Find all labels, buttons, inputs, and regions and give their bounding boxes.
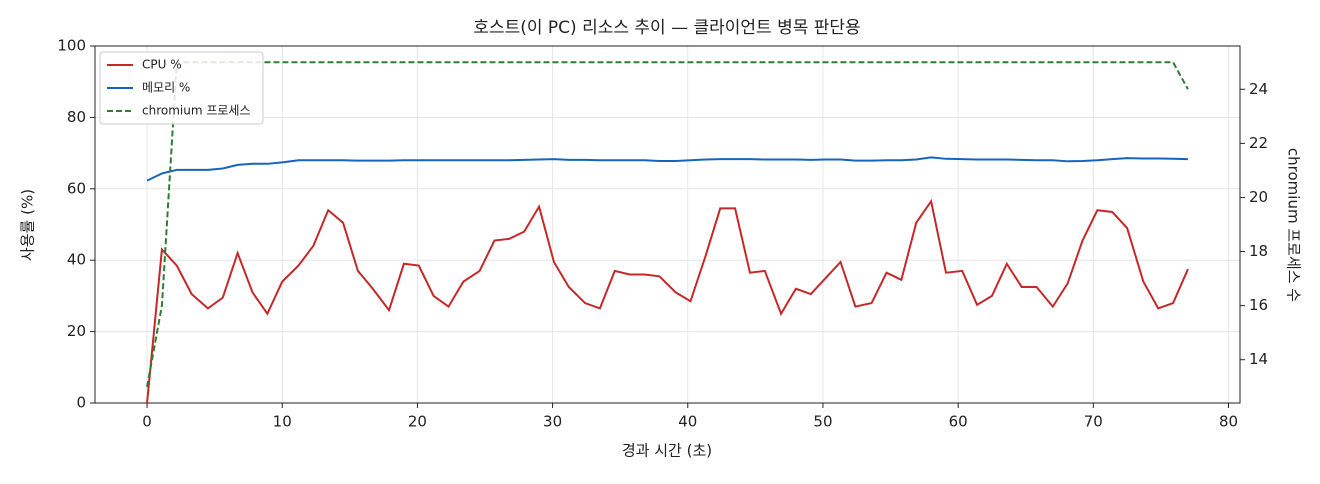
x-tick-label: 80 bbox=[1219, 413, 1238, 431]
y-tick-label: 100 bbox=[57, 37, 86, 55]
x-tick-label: 10 bbox=[273, 413, 292, 431]
y2-tick-label: 16 bbox=[1249, 296, 1268, 314]
y-tick-label: 80 bbox=[67, 108, 86, 126]
y2-tick-label: 18 bbox=[1249, 242, 1268, 260]
chart-title: 호스트(이 PC) 리소스 추이 — 클라이언트 병목 판단용 bbox=[473, 18, 860, 38]
plot-frame bbox=[94, 45, 1241, 404]
legend-label: CPU % bbox=[142, 58, 182, 72]
x-tick-label: 0 bbox=[142, 413, 152, 431]
y-tick-label: 20 bbox=[67, 322, 86, 340]
series-line bbox=[146, 198, 1189, 404]
x-tick-label: 50 bbox=[813, 413, 832, 431]
x-tick-label: 70 bbox=[1084, 413, 1103, 431]
y2-tick-label: 20 bbox=[1249, 188, 1268, 206]
x-axis-label: 경과 시간 (초) bbox=[622, 442, 712, 460]
y2-axis-label: chromium 프로세스 수 bbox=[1285, 148, 1303, 302]
y2-tick-label: 24 bbox=[1249, 80, 1268, 98]
x-tick-label: 60 bbox=[949, 413, 968, 431]
legend-label: 메모리 % bbox=[142, 81, 190, 95]
y-tick-label: 60 bbox=[67, 179, 86, 197]
y2-tick-label: 14 bbox=[1249, 350, 1268, 368]
legend-label: chromium 프로세스 bbox=[142, 104, 251, 118]
series-line bbox=[146, 156, 1188, 182]
y-tick-label: 0 bbox=[76, 394, 86, 412]
series-line bbox=[146, 61, 1189, 387]
x-tick-label: 40 bbox=[678, 413, 697, 431]
y-axis-label: 사용률 (%) bbox=[19, 189, 37, 261]
y2-tick-label: 22 bbox=[1249, 134, 1268, 152]
x-tick-label: 20 bbox=[408, 413, 427, 431]
y-tick-label: 40 bbox=[67, 251, 86, 269]
x-tick-label: 30 bbox=[543, 413, 562, 431]
legend-box bbox=[99, 51, 264, 125]
